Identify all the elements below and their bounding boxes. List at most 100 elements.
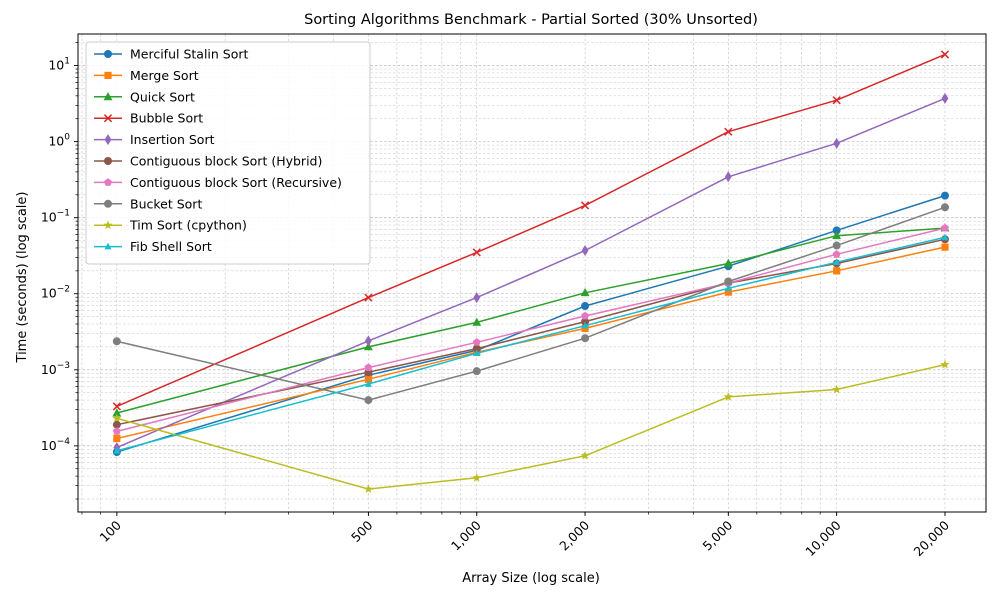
legend-marker (104, 199, 112, 208)
data-point (580, 287, 590, 297)
legend-item: Merciful Stalin Sort (94, 47, 249, 62)
data-point (473, 292, 481, 304)
data-point (833, 267, 841, 275)
data-point (112, 420, 121, 429)
legend-item: Quick Sort (94, 89, 195, 104)
legend-marker (103, 114, 113, 123)
y-tick-label: 10−2 (41, 285, 70, 301)
data-point (940, 50, 950, 59)
data-point (723, 392, 733, 401)
data-point (364, 375, 372, 383)
data-point (113, 434, 121, 443)
data-point (941, 92, 949, 104)
legend-item: Tim Sort (cpython) (94, 218, 247, 233)
x-tick-label: 100 (96, 517, 124, 545)
y-tick-label: 101 (48, 57, 70, 73)
data-point (940, 359, 950, 369)
data-point (581, 311, 590, 320)
data-point (112, 337, 121, 346)
data-point (724, 284, 732, 292)
legend-label: Merciful Stalin Sort (130, 47, 249, 62)
data-point (472, 317, 482, 326)
data-point (581, 334, 590, 343)
legend-label: Quick Sort (130, 89, 195, 104)
data-point (832, 230, 842, 240)
x-axis-label: Array Size (log scale) (462, 571, 600, 586)
series-bucket-sort (112, 203, 949, 405)
legend-label: Bubble Sort (130, 111, 203, 126)
plot-frame (77, 33, 987, 513)
data-point (940, 223, 949, 232)
data-point (832, 226, 841, 235)
x-tick-label: 500 (348, 517, 376, 545)
legend-marker (103, 92, 113, 101)
data-point (364, 380, 372, 387)
legend-label: Contiguous block Sort (Hybrid) (130, 154, 322, 169)
data-point (832, 241, 841, 250)
series-lines (112, 50, 950, 493)
data-point (833, 258, 841, 265)
data-point (832, 96, 841, 105)
legend-item: Contiguous block Sort (Recursive) (94, 175, 342, 190)
legend-label: Bucket Sort (130, 196, 202, 211)
y-axis-label: Time (seconds) (log scale) (15, 192, 30, 364)
data-point (112, 413, 122, 423)
data-point (472, 338, 481, 346)
data-point (724, 171, 732, 183)
legend-label: Fib Shell Sort (130, 239, 212, 254)
data-point (364, 293, 373, 302)
data-point (581, 321, 589, 329)
series-contiguous-block-sort-recursive (112, 223, 949, 435)
x-tick-label: 20,000 (911, 517, 953, 559)
series-line (116, 236, 946, 452)
legend-marker (103, 220, 113, 230)
data-point (581, 301, 590, 310)
data-point (581, 317, 590, 326)
legend-marker (104, 134, 112, 146)
data-point (941, 243, 949, 251)
data-point (940, 203, 949, 212)
legend-label: Tim Sort (cpython) (129, 218, 247, 233)
legend-marker (104, 178, 112, 186)
legend-item: Bucket Sort (94, 196, 202, 211)
legend-marker (104, 71, 112, 79)
data-point (112, 427, 121, 435)
data-point (832, 384, 842, 394)
y-tick-label: 10−1 (41, 209, 70, 225)
data-point (724, 288, 732, 296)
legend-box (85, 41, 371, 265)
data-point (832, 250, 841, 258)
x-tick-label: 2,000 (556, 517, 592, 553)
y-tick-label: 10−4 (41, 437, 70, 453)
y-tick-label: 100 (48, 133, 70, 149)
x-tick-label: 1,000 (448, 517, 484, 553)
series-line (116, 363, 946, 490)
series-fib-shell-sort (113, 233, 949, 454)
legend-item: Fib Shell Sort (94, 239, 212, 254)
legend-item: Merge Sort (94, 68, 199, 83)
data-point (473, 349, 481, 357)
x-tick-label: 10,000 (802, 517, 844, 559)
data-point (112, 408, 122, 417)
data-point (364, 396, 373, 405)
legend-marker (104, 242, 112, 250)
data-point (472, 473, 482, 482)
series-line (116, 238, 946, 426)
data-point (580, 201, 590, 210)
legend-marker (104, 50, 112, 58)
data-point (112, 402, 121, 411)
data-point (723, 258, 733, 267)
data-point (940, 191, 949, 200)
data-point (472, 344, 481, 353)
data-point (941, 233, 949, 241)
legend-label: Merge Sort (130, 68, 199, 83)
data-point (472, 367, 481, 376)
legend-label: Insertion Sort (130, 132, 215, 147)
data-point (724, 277, 733, 286)
data-point (833, 137, 841, 149)
data-point (472, 248, 481, 257)
data-point (363, 484, 373, 493)
data-point (364, 363, 373, 371)
